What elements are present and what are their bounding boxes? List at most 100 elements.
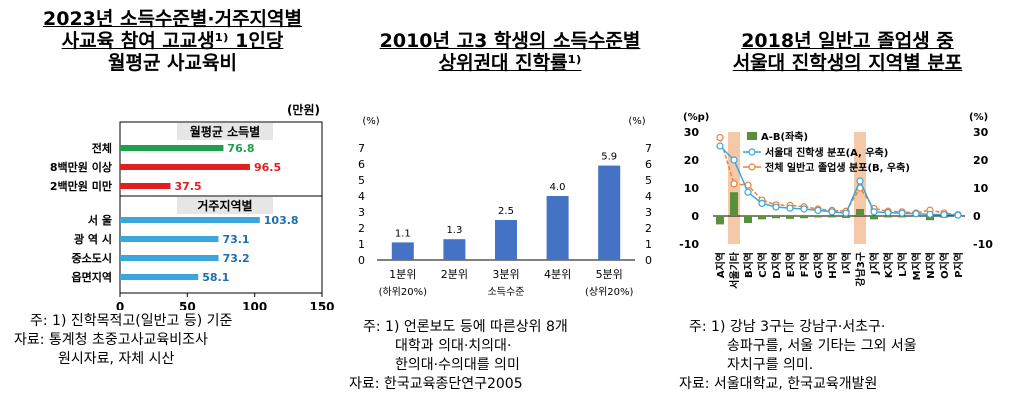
y-tick-label-left: 5: [358, 174, 365, 187]
category-sublabel: (하위20%): [379, 285, 428, 298]
panel-income-region-tutoring: 2023년 소득수준별·거주지역별 사교육 참여 고교생¹⁾ 1인당 월평균 사…: [0, 0, 345, 416]
bar: [120, 145, 224, 151]
title-line-1: 2010년 고3 학생의 소득수준별: [379, 30, 641, 52]
note-line: 주: 1) 언론보도 등에 따른상위 8개: [363, 319, 568, 335]
category-label: I지역: [840, 252, 853, 274]
category-label: 중소도시: [72, 252, 112, 265]
bar: [120, 236, 219, 242]
x-tick-label: 100: [242, 300, 267, 310]
y-tick-label-right: 2: [645, 222, 652, 235]
bar: [391, 242, 414, 260]
group-header-box: [177, 123, 273, 140]
series-a-point: [870, 208, 878, 216]
category-label: D지역: [770, 252, 783, 279]
value-label: 37.5: [175, 180, 202, 193]
source-line: 자료: 통계청 초중고사교육비조사: [14, 332, 208, 348]
group-header-box: [177, 197, 273, 214]
legend-swatch-bar: [747, 132, 757, 140]
diff-bar: [744, 216, 752, 223]
y-tick-label-left: 3: [358, 206, 365, 219]
value-label: 73.2: [223, 252, 250, 265]
university-rate-bar-chart: (%) (%) 0 0 1 1 2 2 3 3 4 4 5 5 6 6 7 7 1.1 1분위 (하위20%) 1.3 2분…: [358, 116, 652, 298]
source-line: 자료: 한국교육종단연구2005: [349, 376, 523, 392]
y-tick-label-right: -10: [973, 238, 993, 251]
value-label: 1.1: [395, 228, 411, 239]
y-tick-label-left: 10: [684, 182, 700, 195]
legend-label: 전체 일반고 졸업생 분포(B, 우축): [765, 161, 910, 174]
bar: [120, 217, 260, 223]
category-label: 8백만원 이상: [50, 160, 112, 174]
bar: [120, 164, 250, 170]
source-line: 자료: 서울대학교, 한국교육개발원: [679, 376, 878, 392]
snu-distribution-chart: (%p) (%) -10 -10 0 0 10 10 20 20 30 30 A지역 서울기타 B지역 C지역…: [679, 112, 993, 289]
note-line-cont: 송파구를, 서울 기타는 그외 서울: [727, 338, 917, 354]
note-line-cont: 대학과 의대·치의대·: [395, 338, 512, 354]
category-label: 서 울: [88, 213, 112, 227]
category-label: M지역: [910, 252, 923, 280]
tutoring-bar-chart: (만원) 0 50 100 150 월평균 소득별 76.8 전체 96.5 8백만원 이상 37.…: [50, 102, 335, 310]
category-label: 읍면지역: [72, 270, 112, 284]
note-line: 주: 1) 강남 3구는 강남구·서초구·: [689, 319, 886, 335]
y-tick-label-right: 6: [645, 158, 652, 171]
category-label: 광 역 시: [74, 232, 112, 246]
series-a-point: [884, 209, 892, 217]
category-label: 2분위: [441, 268, 468, 281]
x-tick-label: 0: [116, 300, 124, 310]
y-tick-label-left: 20: [684, 154, 700, 167]
chart-title: 2010년 고3 학생의 소득수준별 상위권대 진학률¹⁾: [345, 30, 675, 74]
diff-bar: [926, 216, 934, 221]
series-a-point: [898, 209, 906, 217]
category-label: C지역: [756, 252, 769, 278]
series-a-point: [758, 199, 766, 208]
category-label: K지역: [882, 252, 895, 278]
series-a-point: [954, 211, 962, 219]
source-line-cont: 원시자료, 자체 시산: [58, 351, 175, 367]
y-tick-label-right: 30: [973, 126, 989, 139]
diff-bar: [800, 216, 808, 219]
category-label: 강남3구: [854, 252, 867, 287]
note-line: 주: 1) 진학목적고(일반고 등) 기준: [30, 313, 233, 329]
right-unit-label: (%): [969, 112, 988, 123]
series-a-point: [730, 156, 738, 164]
value-label: 103.8: [264, 214, 299, 227]
y-tick-label-right: 0: [645, 254, 652, 267]
series-a-point: [716, 142, 724, 150]
unit-label: (만원): [287, 102, 320, 117]
note-line-cont: 자치구를 의미.: [727, 357, 814, 373]
category-label: J지역: [868, 252, 881, 275]
diff-bar: [884, 216, 892, 218]
series-a-point: [772, 203, 780, 211]
title-line-1: 2023년 소득수준별·거주지역별: [43, 8, 302, 30]
y-tick-label-left: 4: [358, 190, 365, 203]
bar: [120, 274, 199, 280]
category-label: B지역: [742, 252, 755, 278]
legend-label: A-B(좌축): [761, 130, 808, 143]
category-label: A지역: [714, 252, 727, 278]
title-line-2: 사교육 참여 고교생¹⁾ 1인당: [61, 30, 284, 52]
value-label: 2.5: [498, 206, 514, 217]
diff-bar: [814, 216, 822, 218]
y-tick-label-right: 3: [645, 206, 652, 219]
category-sublabel: (상위20%): [585, 285, 634, 298]
category-label: H지역: [826, 252, 839, 279]
chart-title: 2018년 일반고 졸업생 중 서울대 진학생의 지역별 분포: [675, 30, 1020, 74]
value-label: 58.1: [202, 271, 229, 284]
title-line-2: 서울대 진학생의 지역별 분포: [732, 52, 963, 74]
value-label: 73.1: [222, 233, 249, 246]
y-tick-label-left: 7: [358, 142, 365, 155]
bar: [598, 165, 621, 260]
value-label: 76.8: [227, 142, 254, 155]
category-label: 2백만원 미만: [50, 179, 112, 193]
category-label: 전체: [92, 141, 112, 155]
panel-top-university-rate: 2010년 고3 학생의 소득수준별 상위권대 진학률¹⁾ (%) (%) 0 0 1 1…: [345, 0, 675, 416]
series-a-point: [912, 210, 920, 218]
legend-swatch-marker: [748, 163, 756, 171]
series-a-point: [828, 208, 836, 216]
y-tick-label-right: 0: [973, 210, 981, 223]
y-tick-label-right: 7: [645, 142, 652, 155]
diff-bar: [842, 216, 850, 218]
y-tick-label-right: 1: [645, 238, 652, 251]
x-tick-label: 50: [179, 300, 196, 310]
group-header-label: 월평균 소득별: [190, 124, 260, 139]
y-tick-label-left: 1: [358, 238, 365, 251]
